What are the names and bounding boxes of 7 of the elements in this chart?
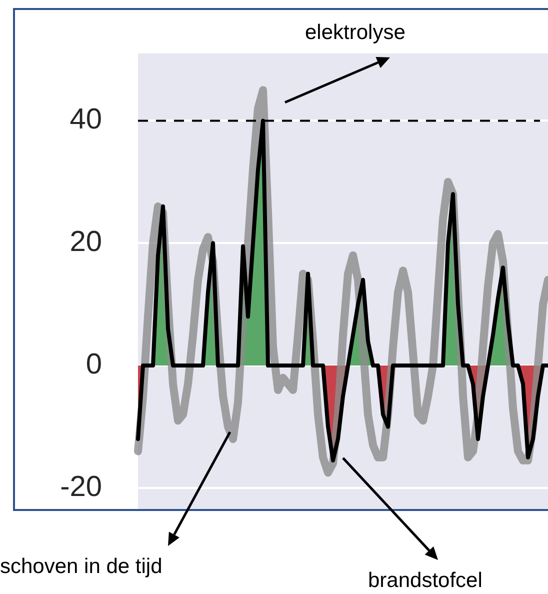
y-tick-label: -20 xyxy=(60,470,102,503)
text: brandstofcel xyxy=(368,569,482,592)
text: elektrolyse xyxy=(305,21,406,44)
y-tick-label: 20 xyxy=(70,226,102,258)
text: schoven in de tijd xyxy=(0,555,162,578)
y-tick-label: 0 xyxy=(86,348,102,381)
y-tick-label: 40 xyxy=(70,104,102,136)
